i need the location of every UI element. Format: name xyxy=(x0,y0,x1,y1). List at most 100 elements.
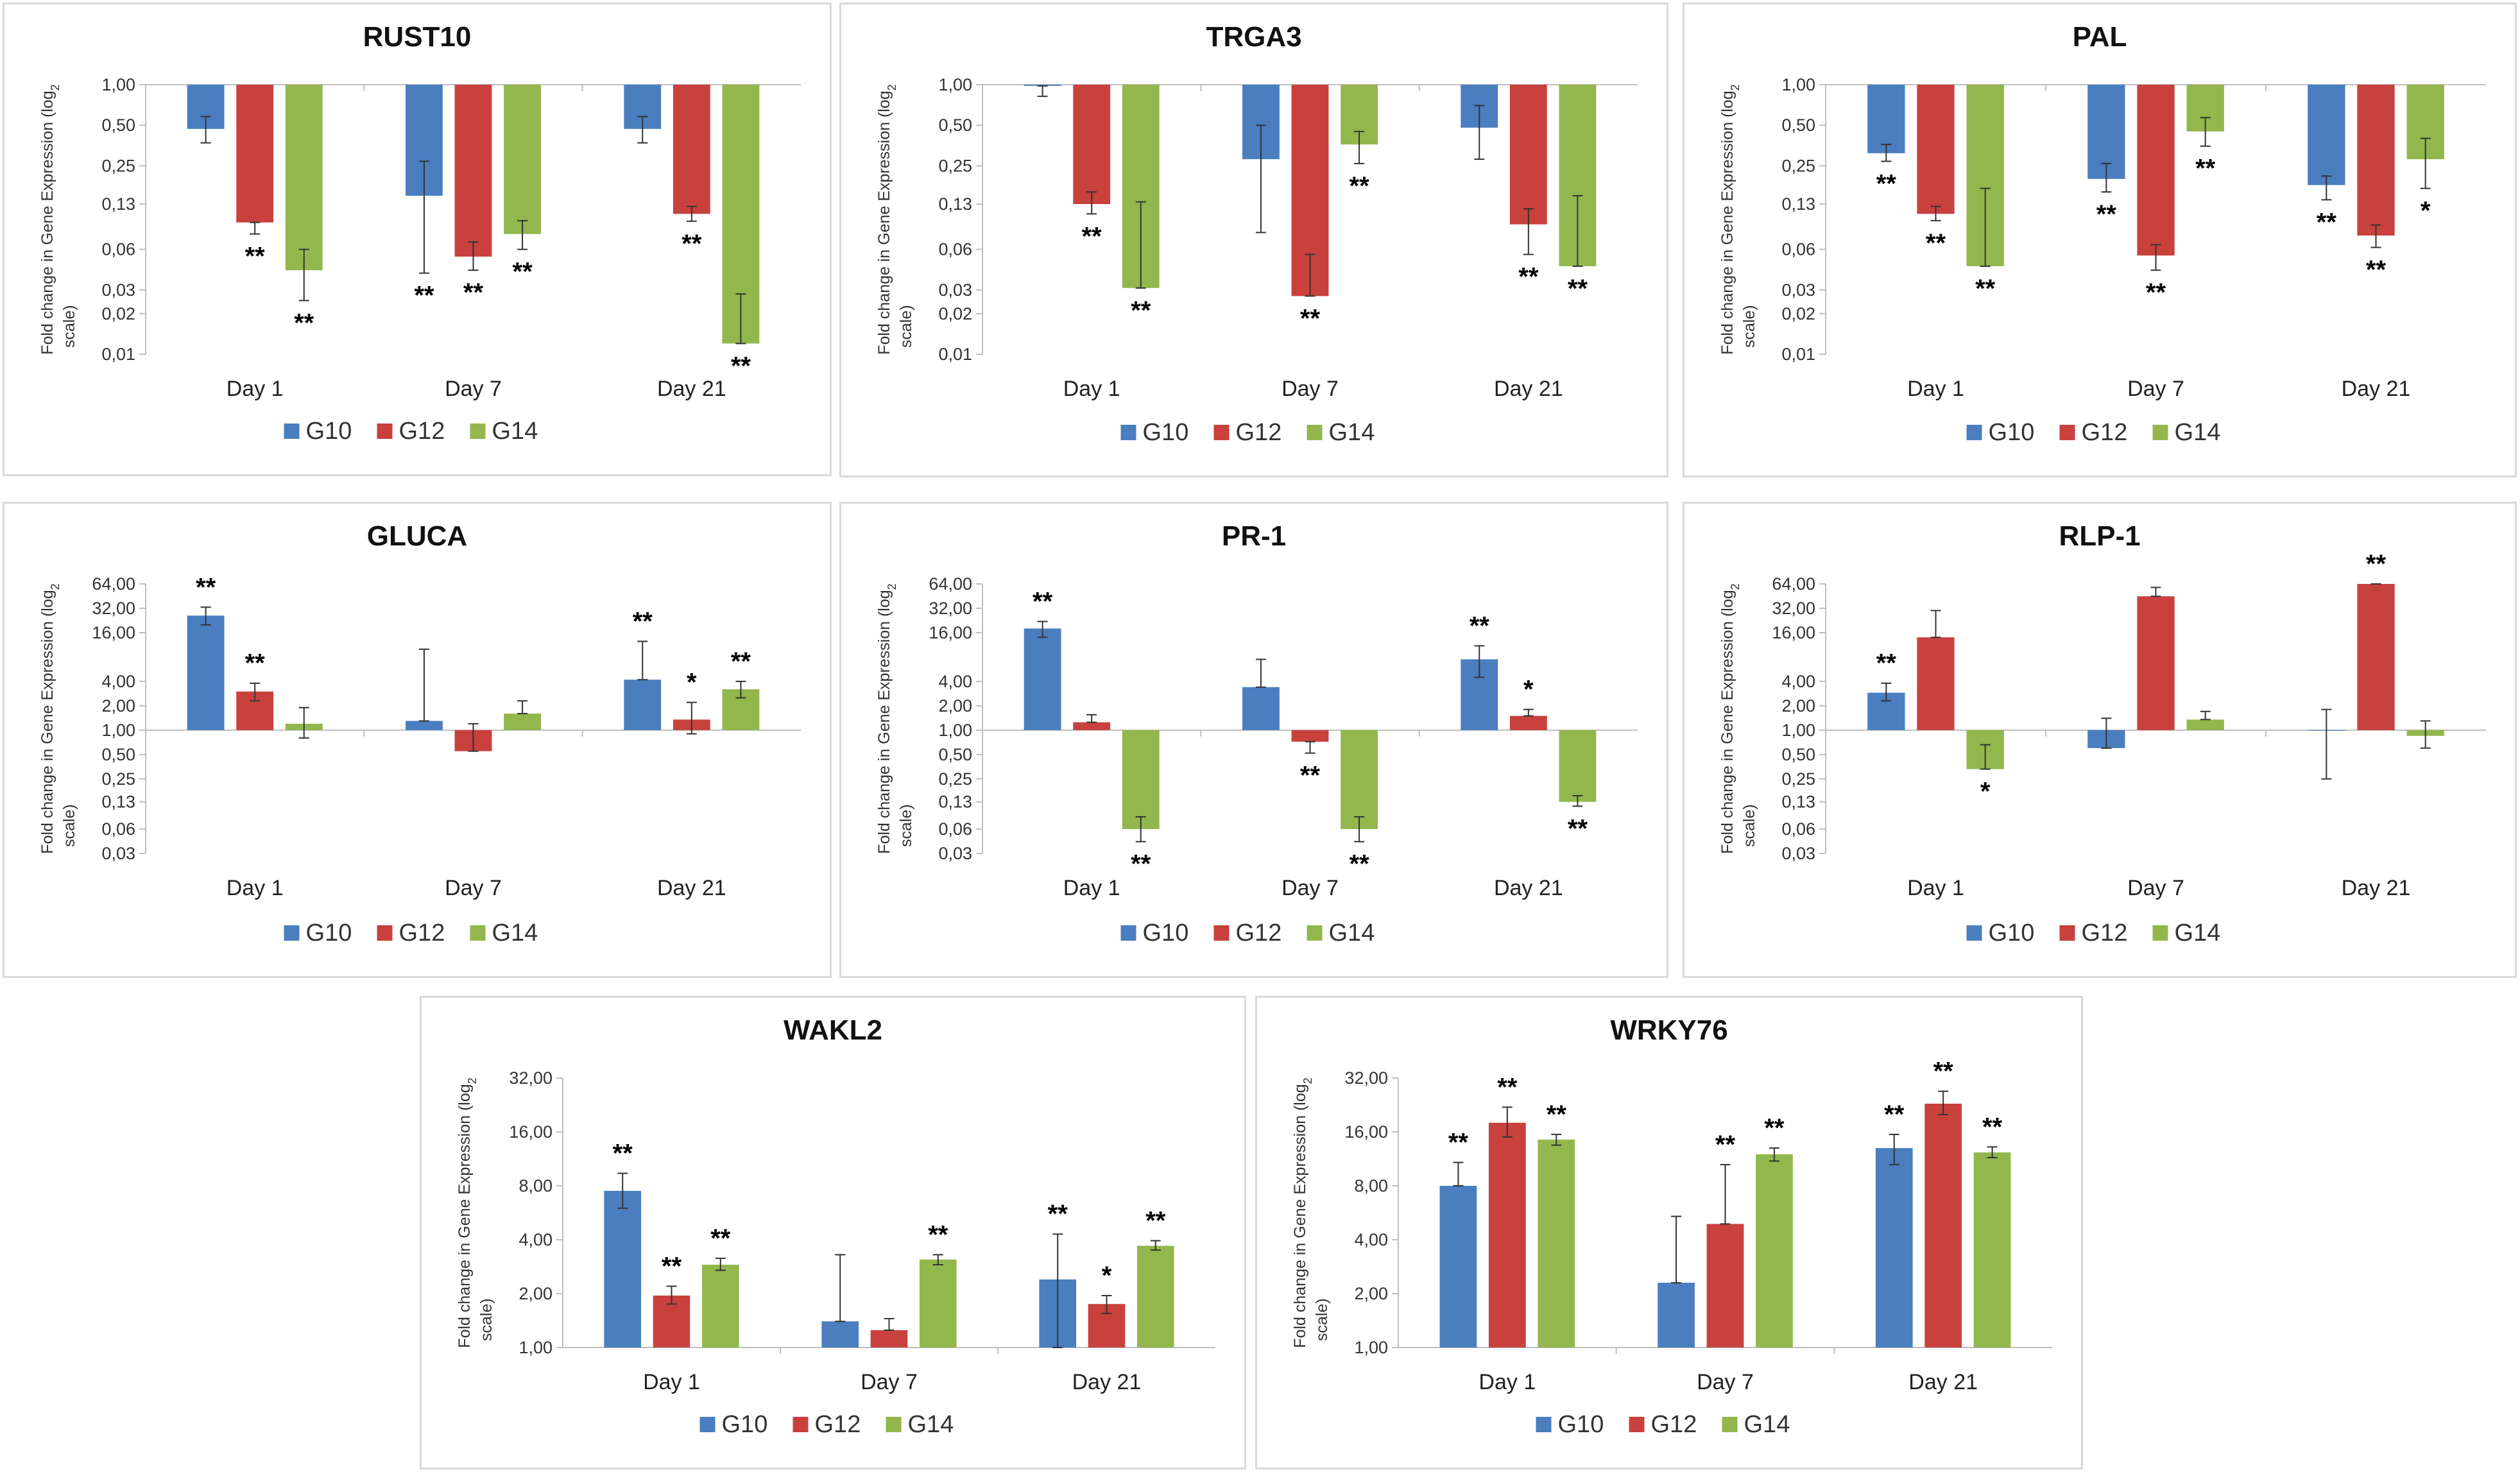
legend-swatch-g10 xyxy=(699,1417,716,1432)
y-tick-label: 16,00 xyxy=(1772,623,1815,642)
y-tick-label: 0,01 xyxy=(1781,345,1815,364)
y-tick-label: 2,00 xyxy=(101,696,135,715)
y-tick-label: 0,01 xyxy=(938,345,972,364)
significance-marker: * xyxy=(1980,778,1991,806)
significance-marker: ** xyxy=(463,278,484,307)
y-axis-label-line-1: Fold change in Gene Expression (log2 xyxy=(875,583,898,853)
bar-g10-day-1 xyxy=(1439,1186,1477,1348)
y-tick-label: 0,02 xyxy=(938,304,972,323)
legend-swatch-g12 xyxy=(377,424,393,439)
chart-panel-gluca: GLUCA Fold change in Gene Expression (log… xyxy=(3,502,832,978)
chart-panel-trga3: TRGA3 Fold change in Gene Expression (log… xyxy=(839,3,1668,477)
y-tick-label: 0,02 xyxy=(101,304,135,323)
y-tick-label: 16,00 xyxy=(92,623,135,642)
significance-marker: ** xyxy=(1470,612,1490,640)
y-tick-label: 0,50 xyxy=(1781,116,1815,135)
y-axis-label-line-2: scale) xyxy=(897,305,915,348)
legend-label-g10: G10 xyxy=(722,1411,768,1438)
significance-marker: ** xyxy=(1568,275,1588,303)
x-category-label: Day 1 xyxy=(1907,377,1964,401)
legend-label-g14: G14 xyxy=(492,418,538,445)
bar-g12-day-1 xyxy=(1488,1122,1526,1348)
y-tick-label: 1,00 xyxy=(101,75,135,94)
legend-label-g12: G12 xyxy=(399,418,445,445)
legend-swatch-g12 xyxy=(793,1417,809,1432)
significance-marker: ** xyxy=(245,649,266,678)
legend-label-g10: G10 xyxy=(1558,1411,1604,1438)
legend-swatch-g14 xyxy=(2152,425,2168,440)
legend-swatch-g12 xyxy=(1213,925,1230,941)
bar-g14-day-7 xyxy=(504,714,542,730)
significance-marker: ** xyxy=(1715,1131,1736,1159)
legend-swatch-g10 xyxy=(284,424,300,439)
y-tick-label: 0,13 xyxy=(101,792,135,812)
bar-g12-day-7 xyxy=(2137,596,2175,730)
y-tick-label: 0,50 xyxy=(1781,745,1815,764)
significance-marker: ** xyxy=(1982,1113,2003,1141)
x-category-label: Day 7 xyxy=(2127,377,2184,401)
y-tick-label: 0,13 xyxy=(101,194,135,214)
significance-marker: ** xyxy=(1131,850,1151,878)
bar-g14-day-21 xyxy=(1559,730,1597,802)
y-axis-label-line-2: scale) xyxy=(897,804,915,847)
y-tick-label: 0,50 xyxy=(938,116,972,135)
significance-marker: ** xyxy=(1033,588,1053,616)
y-tick-label: 0,06 xyxy=(1781,819,1815,839)
legend-swatch-g10 xyxy=(284,925,300,941)
significance-marker: ** xyxy=(710,1224,731,1253)
significance-marker: ** xyxy=(2366,550,2387,578)
significance-marker: ** xyxy=(1082,222,1102,250)
legend-label-g12: G12 xyxy=(1236,419,1282,446)
legend-label-g10: G10 xyxy=(306,418,352,445)
bar-g12-day-21 xyxy=(1924,1104,1962,1348)
legend-label-g10: G10 xyxy=(1143,419,1189,446)
significance-marker: ** xyxy=(613,1139,633,1167)
bar-g14-day-1 xyxy=(285,85,323,271)
legend-swatch-g14 xyxy=(1722,1417,1738,1432)
y-tick-label: 0,50 xyxy=(101,116,135,135)
x-category-label: Day 21 xyxy=(657,876,726,900)
bar-g12-day-1 xyxy=(1073,722,1111,730)
legend-swatch-g10 xyxy=(1120,425,1136,440)
y-axis-label-line-1: Fold change in Gene Expression (log2 xyxy=(875,84,898,354)
chart-title: WRKY76 xyxy=(1610,1014,1727,1046)
legend-swatch-g12 xyxy=(1629,1417,1645,1432)
bar-g14-day-7 xyxy=(1756,1154,1793,1348)
y-tick-label: 32,00 xyxy=(1772,599,1815,618)
bar-g12-day-1 xyxy=(1073,85,1111,205)
y-tick-label: 0,06 xyxy=(101,819,135,839)
y-tick-label: 0,50 xyxy=(938,745,972,764)
y-axis-label-subscript: 2 xyxy=(49,583,62,590)
y-tick-label: 32,00 xyxy=(92,599,135,618)
y-tick-label: 0,25 xyxy=(938,156,972,175)
x-category-label: Day 1 xyxy=(1063,876,1120,900)
y-tick-label: 0,06 xyxy=(1781,240,1815,259)
legend-label-g14: G14 xyxy=(1744,1411,1790,1438)
y-axis-label-line-1: Fold change in Gene Expression (log2 xyxy=(39,84,62,354)
y-axis-label-line-1: Fold change in Gene Expression (log2 xyxy=(1719,84,1742,354)
y-tick-label: 4,00 xyxy=(101,672,135,691)
y-axis-label-subscript: 2 xyxy=(1301,1077,1314,1084)
x-category-label: Day 1 xyxy=(1479,1370,1536,1394)
bar-g14-day-7 xyxy=(2186,719,2224,730)
x-category-label: Day 21 xyxy=(2342,377,2411,401)
y-axis-label-line-2: scale) xyxy=(1313,1298,1331,1341)
bar-g12-day-7 xyxy=(454,85,492,257)
legend-label-g14: G14 xyxy=(908,1411,954,1438)
legend-label-g14: G14 xyxy=(2175,419,2221,446)
chart-svg: RUST10 Fold change in Gene Expression (lo… xyxy=(39,21,801,445)
y-tick-label: 4,00 xyxy=(938,672,972,691)
legend-swatch-g14 xyxy=(2152,925,2168,941)
significance-marker: ** xyxy=(1884,1100,1905,1129)
significance-marker: ** xyxy=(1764,1114,1785,1142)
bar-g12-day-7 xyxy=(870,1330,908,1348)
chart-svg: WAKL2 Fold change in Gene Expression (log… xyxy=(456,1014,1215,1438)
y-axis-label-text: Fold change in Gene Expression (log xyxy=(1719,90,1736,354)
significance-marker: ** xyxy=(1975,275,1996,303)
y-tick-label: 32,00 xyxy=(929,599,972,618)
y-tick-label: 0,25 xyxy=(101,769,135,789)
x-category-label: Day 7 xyxy=(1697,1370,1754,1394)
significance-marker: ** xyxy=(1300,304,1321,332)
significance-marker: * xyxy=(2421,197,2431,225)
y-tick-label: 0,13 xyxy=(1781,194,1815,214)
